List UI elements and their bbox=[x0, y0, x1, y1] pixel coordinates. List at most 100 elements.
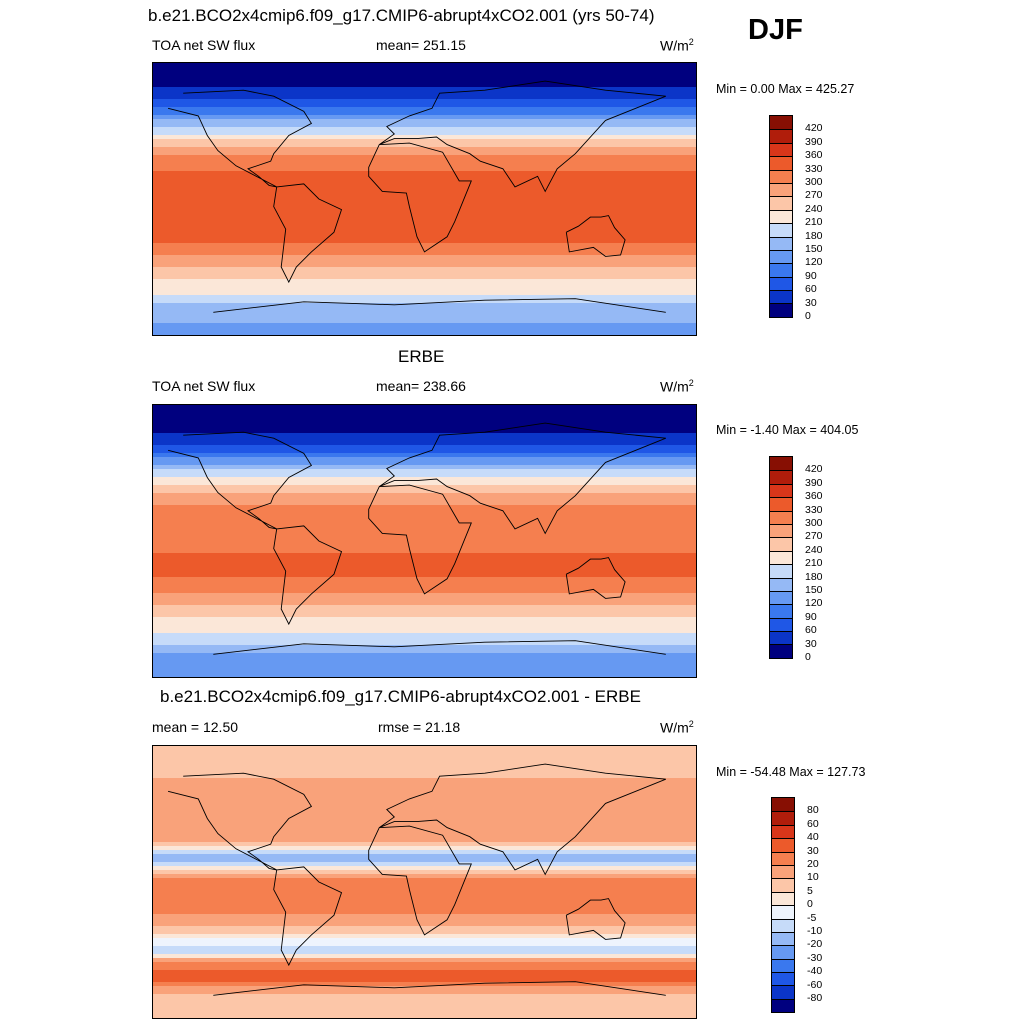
panel2-heatmap-band bbox=[153, 489, 696, 494]
panel2-colorbar-swatch bbox=[770, 470, 792, 484]
panel3-heatmap-band bbox=[153, 954, 696, 959]
panel1-colorbar-swatch bbox=[770, 249, 792, 264]
panel3-heatmap-svg bbox=[153, 746, 696, 1018]
panel1-heatmap-band bbox=[153, 223, 696, 228]
panel2-heatmap-band bbox=[153, 517, 696, 522]
panel2-colorbar-swatch bbox=[770, 457, 792, 471]
panel3-colorbar-swatch bbox=[772, 824, 794, 839]
panel1-heatmap-band bbox=[153, 239, 696, 244]
panel3-heatmap-band bbox=[153, 878, 696, 883]
panel2-mean-label: mean= 238.66 bbox=[376, 378, 466, 394]
panel2-heatmap-band bbox=[153, 649, 696, 654]
panel1-heatmap-band bbox=[153, 243, 696, 248]
panel2-heatmap-band bbox=[153, 405, 696, 410]
panel2-coastline bbox=[565, 557, 626, 599]
panel3-heatmap-band bbox=[153, 802, 696, 807]
panel1-heatmap-band bbox=[153, 247, 696, 252]
panel3-heatmap-band bbox=[153, 886, 696, 891]
panel3-coastline bbox=[167, 772, 313, 871]
panel1-colorbar-swatch bbox=[770, 129, 792, 143]
panel3-heatmap-band bbox=[153, 914, 696, 919]
panel1-colorbar-swatch bbox=[770, 142, 792, 157]
panel1-minmax: Min = 0.00 Max = 425.27 bbox=[716, 82, 855, 96]
panel3-colorbar-label: 0 bbox=[807, 898, 813, 911]
panel1-heatmap-band bbox=[153, 139, 696, 144]
panel1-coastline bbox=[273, 183, 343, 284]
panel2-heatmap-band bbox=[153, 545, 696, 550]
panel1-colorbar-swatch bbox=[770, 116, 792, 130]
panel1-heatmap-band bbox=[153, 103, 696, 108]
panel1-heatmap-band bbox=[153, 171, 696, 176]
panel2-heatmap-band bbox=[153, 561, 696, 566]
panel3-heatmap-band bbox=[153, 810, 696, 815]
panel3-heatmap-band bbox=[153, 774, 696, 779]
panel2-heatmap-band bbox=[153, 605, 696, 610]
panel1-colorbar-label: 240 bbox=[805, 202, 823, 215]
panel3-colorbar-label: -5 bbox=[807, 911, 817, 924]
panel2-heatmap-band bbox=[153, 601, 696, 606]
panel3-heatmap-band bbox=[153, 790, 696, 795]
panel3-heatmap-band bbox=[153, 974, 696, 979]
panel3-colorbar-swatch bbox=[772, 985, 794, 999]
panel1-colorbar-swatch bbox=[770, 303, 792, 317]
panel2-heatmap-band bbox=[153, 421, 696, 426]
panel3-heatmap-band bbox=[153, 882, 696, 887]
panel2-heatmap-band bbox=[153, 541, 696, 546]
panel1-heatmap-band bbox=[153, 195, 696, 200]
panel2-colorbar-swatch bbox=[770, 523, 792, 538]
panel1-heatmap-band bbox=[153, 207, 696, 212]
panel2-heatmap-band bbox=[153, 577, 696, 582]
panel2-heatmap-band bbox=[153, 417, 696, 422]
panel2-colorbar-swatch bbox=[770, 537, 792, 551]
panel2-coastline bbox=[213, 640, 666, 655]
panel3-heatmap-band bbox=[153, 838, 696, 843]
panel2-heatmap-band bbox=[153, 509, 696, 514]
panel2-heatmap-band bbox=[153, 557, 696, 562]
panel2-colorbar-swatch bbox=[770, 550, 792, 565]
panel3-heatmap-band bbox=[153, 958, 696, 963]
panel3-heatmap-band bbox=[153, 806, 696, 811]
panel2-coastline bbox=[167, 431, 313, 530]
panel2-heatmap-band bbox=[153, 645, 696, 650]
panel2-heatmap-band bbox=[153, 473, 696, 478]
panel3-heatmap-band bbox=[153, 766, 696, 771]
panel1-heatmap-band bbox=[153, 175, 696, 180]
panel3-colorbar-label: 20 bbox=[807, 858, 819, 870]
panel1-heatmap-band bbox=[153, 83, 696, 88]
panel3-colorbar-label: 10 bbox=[807, 871, 819, 884]
panel3-heatmap-band bbox=[153, 798, 696, 803]
panel3-heatmap-band bbox=[153, 818, 696, 823]
panel1-mean-label: mean= 251.15 bbox=[376, 37, 466, 53]
panel3-heatmap-band bbox=[153, 770, 696, 775]
panel2-heatmap-band bbox=[153, 469, 696, 474]
panel1-heatmap-band bbox=[153, 311, 696, 316]
panel2-heatmap-band bbox=[153, 597, 696, 602]
panel2-heatmap-band bbox=[153, 513, 696, 518]
panel3-heatmap-band bbox=[153, 854, 696, 859]
panel2-colorbar-label: 90 bbox=[805, 610, 817, 623]
panel1-heatmap-band bbox=[153, 295, 696, 300]
panel3-colorbar-swatch bbox=[772, 798, 794, 812]
panel2-colorbar-swatch bbox=[770, 590, 792, 605]
panel2-heatmap-band bbox=[153, 457, 696, 462]
panel1-heatmap-band bbox=[153, 107, 696, 112]
panel2-colorbar-swatch bbox=[770, 604, 792, 618]
panel3-heatmap-band bbox=[153, 846, 696, 851]
panel2-heatmap-band bbox=[153, 437, 696, 442]
panel3-heatmap-band bbox=[153, 938, 696, 943]
panel2-heatmap-band bbox=[153, 657, 696, 662]
panel3-heatmap-band bbox=[153, 994, 696, 999]
panel1-heatmap-band bbox=[153, 159, 696, 164]
panel2-heatmap-band bbox=[153, 493, 696, 498]
panel1-heatmap-band bbox=[153, 127, 696, 132]
panel3-colorbar-label: -30 bbox=[807, 951, 823, 964]
panel1-heatmap-band bbox=[153, 179, 696, 184]
panel3-coastline bbox=[565, 898, 626, 940]
panel1-heatmap-band bbox=[153, 307, 696, 312]
panel1-heatmap-band bbox=[153, 259, 696, 264]
panel3-colorbar-label: -10 bbox=[807, 925, 823, 937]
panel1-heatmap-band bbox=[153, 63, 696, 68]
panel1-heatmap-band bbox=[153, 191, 696, 196]
panel1-heatmap-band bbox=[153, 119, 696, 124]
panel1-colorbar-label: 60 bbox=[805, 283, 817, 296]
